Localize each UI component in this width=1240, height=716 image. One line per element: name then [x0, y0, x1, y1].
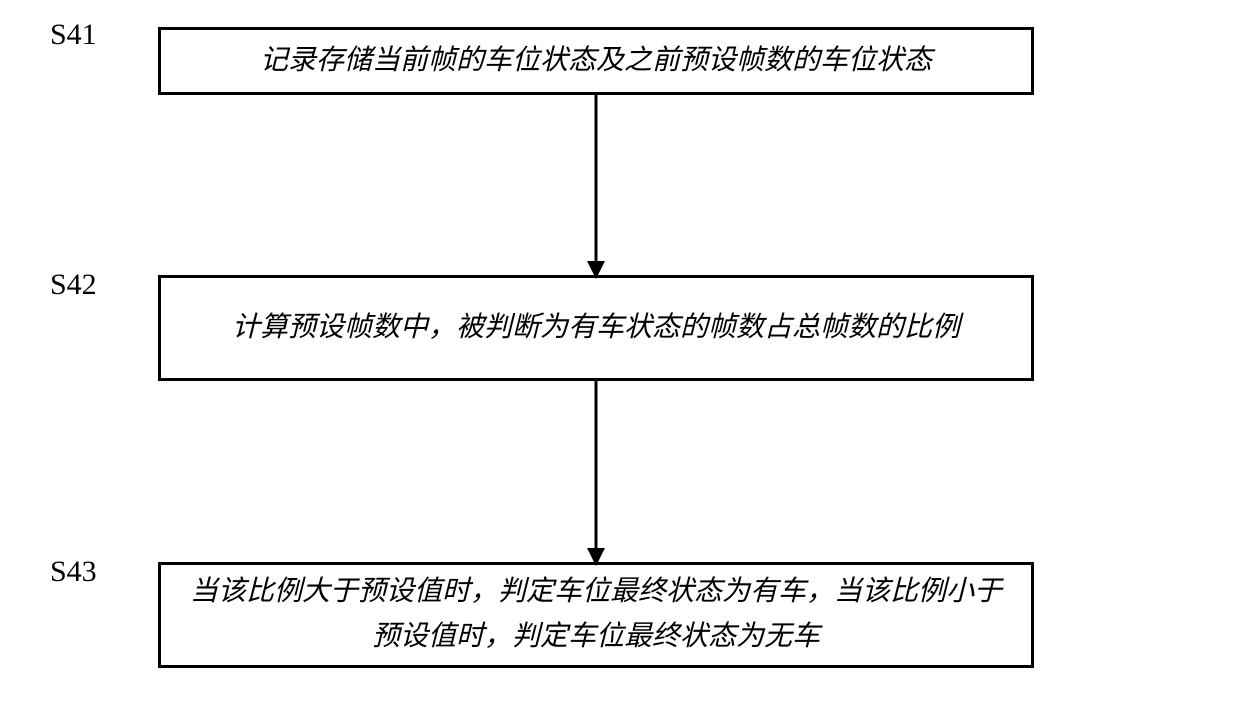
flow-node-text: 计算预设帧数中，被判断为有车状态的帧数占总帧数的比例 [232, 306, 960, 351]
flow-node-s42: 计算预设帧数中，被判断为有车状态的帧数占总帧数的比例 [158, 275, 1034, 381]
step-label-s41: S41 [50, 18, 97, 52]
step-label-s43: S43 [50, 555, 97, 589]
flow-node-text: 当该比例大于预设值时，判定车位最终状态为有车，当该比例小于预设值时，判定车位最终… [181, 570, 1011, 660]
flow-node-s41: 记录存储当前帧的车位状态及之前预设帧数的车位状态 [158, 27, 1034, 95]
flow-node-text: 记录存储当前帧的车位状态及之前预设帧数的车位状态 [260, 39, 932, 84]
flowchart-canvas: S41 记录存储当前帧的车位状态及之前预设帧数的车位状态 S42 计算预设帧数中… [0, 0, 1240, 716]
flow-node-s43: 当该比例大于预设值时，判定车位最终状态为有车，当该比例小于预设值时，判定车位最终… [158, 562, 1034, 668]
step-label-s42: S42 [50, 268, 97, 302]
